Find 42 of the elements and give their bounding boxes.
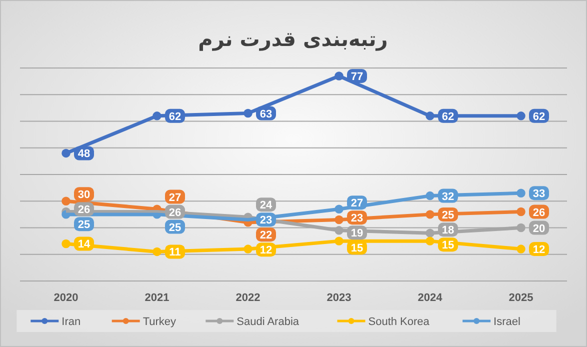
data-label: 30 [78, 189, 90, 202]
data-label: 15 [442, 240, 454, 252]
data-label: 62 [168, 110, 182, 123]
data-label: 22 [260, 230, 272, 242]
data-label: 27 [168, 192, 182, 204]
data-label: 62 [532, 110, 546, 123]
data-label: 20 [532, 222, 546, 235]
data-label: 12 [260, 244, 272, 257]
data-label: 23 [350, 212, 364, 225]
x-tick-label: 2022 [236, 292, 260, 304]
data-label: 26 [532, 206, 546, 219]
data-label: 24 [260, 200, 273, 212]
data-label: 19 [350, 228, 364, 240]
data-label: 11 [169, 246, 181, 259]
legend-label: Saudi Arabia [236, 316, 300, 328]
data-label: 48 [78, 148, 90, 160]
x-tick-label: 2024 [418, 292, 444, 304]
data-label: 18 [442, 224, 454, 237]
data-label: 12 [532, 244, 546, 256]
data-label: 32 [442, 190, 454, 203]
legend-label: Israel [494, 316, 520, 328]
legend-label: Iran [62, 316, 81, 328]
data-label: 62 [442, 110, 454, 123]
data-label: 25 [442, 209, 454, 222]
data-label: 26 [168, 206, 182, 219]
data-label: 77 [350, 70, 364, 83]
x-tick-label: 2020 [54, 292, 78, 304]
data-label: 27 [350, 198, 364, 210]
data-label: 33 [532, 188, 546, 200]
legend-label: Turkey [142, 316, 177, 328]
data-label: 14 [78, 238, 91, 251]
data-label: 15 [350, 242, 364, 255]
data-label: 25 [168, 222, 182, 234]
data-label: 25 [78, 219, 90, 232]
data-label: 63 [260, 108, 272, 120]
data-label: 23 [260, 214, 272, 227]
legend-label: South Korea [368, 316, 430, 328]
x-tick-label: 2025 [508, 292, 534, 304]
x-tick-label: 2023 [326, 292, 352, 304]
data-label: 26 [78, 204, 90, 216]
chart-title: رتبه‌بندی قدرت نرم [198, 27, 388, 51]
x-tick-label: 2021 [144, 292, 170, 304]
